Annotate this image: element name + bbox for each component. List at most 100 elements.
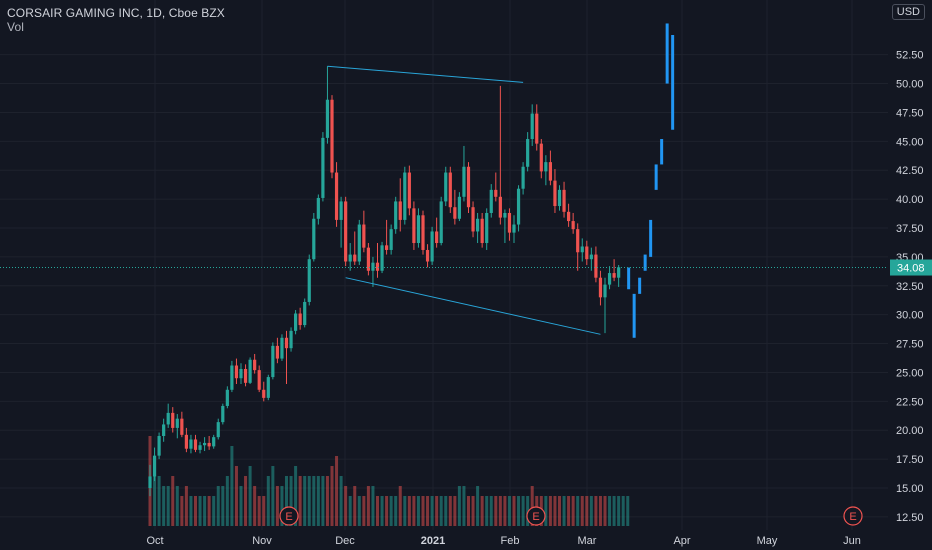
volume-bars <box>148 436 630 526</box>
volume-bar <box>503 496 507 526</box>
volume-label[interactable]: Vol <box>7 20 24 34</box>
volume-bar <box>180 496 184 526</box>
earnings-marker[interactable]: E <box>279 506 299 526</box>
candle-body <box>557 189 562 207</box>
volume-bar <box>580 496 584 526</box>
volume-bar <box>189 496 193 526</box>
volume-bar <box>371 486 375 526</box>
candle-body <box>407 172 411 209</box>
candlesticks <box>148 66 621 497</box>
y-axis[interactable]: 12.50 15.00 17.50 20.00 22.50 25.00 27.50 30.00… <box>890 50 932 524</box>
candle-body <box>476 218 480 232</box>
volume-bar <box>467 496 470 526</box>
candle-body <box>480 218 484 244</box>
candle-body <box>421 215 425 250</box>
volume-bar <box>376 496 379 526</box>
x-axis[interactable]: Oct Nov Dec 2021 Feb Mar Apr May Jun <box>146 535 860 547</box>
volume-bar <box>212 496 216 526</box>
candle-body <box>294 313 298 331</box>
candle-body <box>498 196 502 218</box>
volume-bar <box>544 496 548 526</box>
volume-bar <box>412 496 416 526</box>
earnings-marker-circle <box>279 506 299 526</box>
candle-body <box>567 211 571 222</box>
y-tick-label: 32.50 <box>896 281 924 293</box>
candle-body <box>425 249 430 262</box>
volume-bar <box>471 496 475 526</box>
volume-bar <box>248 466 252 526</box>
volume-bar <box>171 476 175 526</box>
volume-bar <box>203 496 207 526</box>
currency-selector[interactable]: USD <box>891 4 925 20</box>
candle-body <box>398 201 402 220</box>
candle-body <box>198 445 202 450</box>
volume-bar <box>244 476 248 526</box>
candle-body <box>466 166 471 208</box>
volume-bar <box>262 496 266 526</box>
volume-bar <box>617 496 621 526</box>
candle-body <box>216 422 220 438</box>
candle-body <box>617 267 621 278</box>
volume-bar <box>239 486 243 526</box>
candle-body <box>212 437 216 447</box>
candle-body <box>203 442 207 446</box>
y-tick-label: 40.00 <box>896 194 924 206</box>
candle-body <box>539 143 543 172</box>
candle-body <box>594 254 598 278</box>
y-tick-label: 42.50 <box>896 165 924 177</box>
grid-lines <box>0 0 888 530</box>
earnings-marker[interactable]: E <box>526 506 546 526</box>
candle-body <box>184 434 188 449</box>
candle-body <box>521 166 525 189</box>
candle-body <box>494 189 498 197</box>
volume-bar <box>298 476 302 526</box>
earnings-marker-circle <box>843 506 863 526</box>
volume-bar <box>576 496 580 526</box>
x-tick-label: Oct <box>146 535 163 547</box>
volume-bar <box>389 496 393 526</box>
volume-bar <box>571 496 575 526</box>
candle-body <box>357 224 361 262</box>
volume-bar <box>357 496 361 526</box>
volume-bar <box>512 496 516 526</box>
volume-bar <box>280 486 284 526</box>
candle-body <box>562 189 566 212</box>
candle-body <box>612 273 616 278</box>
candle-body <box>512 224 516 233</box>
candle-body <box>152 455 157 477</box>
candle-body <box>166 412 170 425</box>
candle-body <box>289 330 293 349</box>
volume-bar <box>403 496 407 526</box>
volume-bar <box>348 496 352 526</box>
candle-body <box>516 188 521 225</box>
volume-bar <box>162 486 166 526</box>
volume-bar <box>548 496 552 526</box>
volume-bar <box>498 496 502 526</box>
candle-body <box>193 439 198 450</box>
earnings-marker[interactable]: E <box>843 506 863 526</box>
candle-body <box>148 476 152 488</box>
trendline[interactable] <box>327 65 524 83</box>
candle-body <box>489 189 493 213</box>
last-price-tag <box>890 259 932 276</box>
volume-bar <box>530 486 534 526</box>
x-tick-label: 2021 <box>421 535 445 547</box>
candle-body <box>530 113 534 140</box>
y-tick-label: 37.50 <box>896 223 924 235</box>
volume-bar <box>589 496 593 526</box>
candle-body <box>444 172 448 202</box>
trendline[interactable] <box>345 277 601 335</box>
volume-bar <box>480 496 484 526</box>
volume-bar <box>353 486 357 526</box>
volume-bar <box>157 476 161 526</box>
y-tick-label: 22.50 <box>896 396 924 408</box>
candle-body <box>571 221 575 230</box>
candle-body <box>243 368 248 383</box>
volume-bar <box>325 476 329 526</box>
symbol-title[interactable]: CORSAIR GAMING INC, 1D, Cboe BZX <box>7 6 225 20</box>
candle-body <box>385 245 389 250</box>
volume-bar <box>303 476 307 526</box>
earnings-marker-circle <box>526 506 546 526</box>
